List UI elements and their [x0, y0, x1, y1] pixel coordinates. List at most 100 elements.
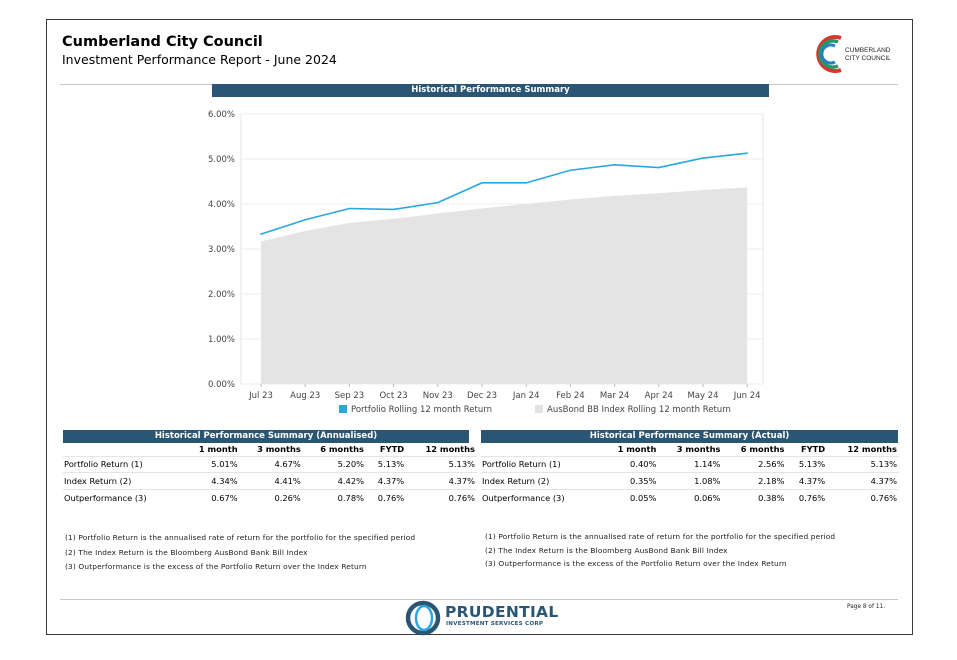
report-page: Cumberland City Council Investment Perfo… — [46, 19, 913, 636]
table-cell: 1.14% — [658, 455, 723, 473]
x-tick-label: Aug 23 — [290, 391, 320, 401]
report-title: Cumberland City Council — [62, 34, 263, 50]
y-tick-label: 4.00% — [208, 200, 235, 210]
table-cell: 4.37% — [365, 472, 407, 489]
actual-table: 1 month 3 months 6 months FYTD 12 months Port… — [481, 443, 899, 506]
table-cell: 0.76% — [786, 488, 828, 506]
x-tick-label: Jun 24 — [733, 391, 761, 401]
table-cell: 0.35% — [601, 472, 659, 489]
column-header: 1 month — [198, 444, 238, 455]
portfolio-line — [260, 152, 748, 235]
row-label: Outperformance (3) — [481, 488, 601, 506]
column-header: 3 months — [676, 444, 721, 455]
table-cell: 0.06% — [658, 488, 723, 506]
column-header: 1 month — [617, 444, 657, 455]
x-tick-label: Mar 24 — [600, 391, 630, 401]
portfolio-point — [702, 157, 704, 159]
page-number: Page 8 of 11. — [847, 604, 886, 610]
row-label: Index Return (2) — [481, 472, 601, 489]
portfolio-point — [613, 164, 616, 166]
table-cell: 5.13% — [406, 455, 477, 473]
table-cell: 4.37% — [827, 472, 899, 489]
note-1: (1) Portfolio Return is the annualised r… — [65, 533, 416, 542]
table-row: Index Return (2) 0.35% 1.08% 2.18% 4.37% 4.37… — [481, 472, 899, 489]
table-cell: 5.13% — [827, 455, 899, 473]
table-header-row: 1 month 3 months 6 months FYTD 12 months — [481, 443, 899, 456]
table-cell: 5.20% — [302, 455, 366, 473]
column-header: 3 months — [257, 444, 301, 455]
portfolio-point — [304, 218, 306, 221]
table-cell: 5.13% — [786, 455, 828, 473]
table-cell: 0.40% — [601, 455, 659, 473]
row-label: Index Return (2) — [63, 472, 183, 489]
table-cell: 4.34% — [183, 472, 240, 489]
cumberland-logo-text: CUMBERLAND CITY COUNCIL — [845, 47, 891, 62]
note-2: (2) The Index Return is the Bloomberg Au… — [485, 545, 728, 555]
x-tick-label: Jan 24 — [512, 391, 540, 401]
column-header — [63, 443, 183, 456]
portfolio-point — [569, 169, 572, 172]
table-cell: 2.56% — [722, 455, 787, 473]
column-header: 12 months — [425, 444, 476, 455]
portfolio-point — [437, 201, 439, 204]
x-tick-label: Dec 23 — [467, 391, 497, 401]
column-header: FYTD — [379, 444, 405, 455]
table-cell: 2.18% — [722, 472, 787, 489]
performance-chart: 6.00% 5.00% 4.00% 3.00% 2.00% 1.00% 0.00% Jul … — [208, 110, 764, 415]
table-cell: 0.76% — [365, 488, 407, 506]
y-tick-label: 6.00% — [208, 110, 235, 120]
table-cell: 5.13% — [365, 455, 407, 473]
table-cell: 1.08% — [658, 472, 723, 489]
table-cell: 0.38% — [722, 488, 787, 506]
column-header: 6 months — [740, 444, 785, 455]
table-row: Portfolio Return (1) 0.40% 1.14% 2.56% 5.13%… — [481, 455, 899, 473]
footer-divider — [60, 599, 898, 600]
table-cell: 4.42% — [302, 472, 366, 489]
table-cell: 0.26% — [239, 488, 303, 506]
index-area — [261, 187, 748, 384]
table-cell: 4.67% — [239, 455, 303, 473]
chart-title-banner: Historical Performance Summary — [212, 84, 769, 97]
prudential-logo-icon — [405, 600, 441, 636]
column-header: FYTD — [800, 444, 826, 455]
x-tick-label: Oct 23 — [379, 391, 407, 401]
notes-right: (1) Portfolio Return is the annualised r… — [485, 530, 835, 571]
x-tick-label: Jul 23 — [248, 391, 273, 401]
y-tick-label: 3.00% — [208, 245, 235, 255]
table-cell: 0.76% — [827, 488, 899, 506]
note-2: (2) The Index Return is the Bloomberg Au… — [65, 547, 308, 557]
portfolio-point — [481, 182, 483, 184]
column-header — [481, 443, 601, 456]
table-header-row: 1 month 3 months 6 months FYTD 12 months — [63, 443, 477, 456]
y-tick-label: 0.00% — [208, 380, 235, 390]
table-row: Portfolio Return (1) 5.01% 4.67% 5.20% 5.13%… — [63, 455, 477, 473]
y-tick-label: 5.00% — [208, 155, 235, 165]
row-label: Outperformance (3) — [63, 488, 183, 506]
portfolio-point — [392, 208, 395, 211]
note-3: (3) Outperformance is the excess of the … — [485, 559, 787, 568]
portfolio-point — [525, 182, 527, 184]
legend-label: AusBond BB Index Rolling 12 month Return — [547, 405, 731, 415]
table-cell: 0.76% — [406, 488, 477, 506]
row-label: Portfolio Return (1) — [481, 455, 601, 473]
legend-label: Portfolio Rolling 12 month Return — [351, 405, 492, 415]
x-tick-label: Feb 24 — [556, 391, 585, 401]
column-header: 12 months — [847, 444, 898, 455]
legend-swatch — [535, 405, 543, 413]
table-row: Outperformance (3) 0.67% 0.26% 0.78% 0.76% 0.… — [63, 488, 477, 506]
x-tick-label: Apr 24 — [645, 391, 673, 401]
annualised-table-banner: Historical Performance Summary (Annualis… — [63, 430, 469, 443]
legend-swatch — [339, 405, 347, 413]
prudential-brand-sub: INVESTMENT SERVICES CORP — [446, 621, 544, 627]
annualised-table: 1 month 3 months 6 months FYTD 12 months Port… — [63, 443, 477, 506]
portfolio-point — [746, 152, 748, 154]
portfolio-point — [658, 166, 660, 169]
table-cell: 0.78% — [302, 488, 366, 506]
actual-table-banner: Historical Performance Summary (Actual) — [481, 430, 898, 443]
table-cell: 5.01% — [183, 455, 240, 473]
note-3: (3) Outperformance is the excess of the … — [65, 562, 367, 571]
notes-left: (1) Portfolio Return is the annualised r… — [65, 531, 415, 575]
x-tick-label: Sep 23 — [335, 391, 365, 401]
column-header: 6 months — [320, 444, 364, 455]
report-subtitle: Investment Performance Report - June 202… — [62, 52, 337, 67]
